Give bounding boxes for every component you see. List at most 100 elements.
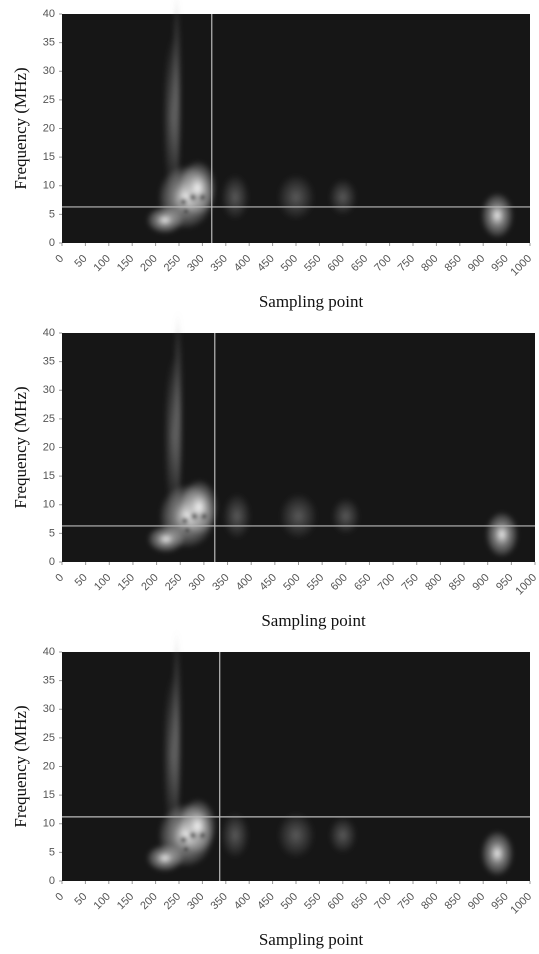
y-tick-label: 30 xyxy=(43,384,55,396)
intensity-region xyxy=(179,160,217,216)
dark-spot xyxy=(199,832,206,839)
intensity-region xyxy=(162,36,182,198)
x-tick-label: 500 xyxy=(279,891,300,912)
x-tick-label: 50 xyxy=(72,253,89,270)
y-tick-label: 40 xyxy=(43,646,55,658)
x-tick-label: 900 xyxy=(466,253,487,274)
y-tick-label: 40 xyxy=(43,327,55,339)
x-tick-label: 50 xyxy=(72,891,89,908)
intensity-region xyxy=(221,174,250,221)
y-tick-label: 10 xyxy=(43,499,55,511)
dark-spot xyxy=(190,832,197,839)
x-tick-label: 450 xyxy=(255,253,276,274)
x-tick-label: 450 xyxy=(258,572,279,593)
x-tick-label: 150 xyxy=(115,891,136,912)
intensity-region xyxy=(277,174,315,221)
intensity-region xyxy=(480,830,514,877)
x-tick-label: 400 xyxy=(232,891,253,912)
x-tick-label: 700 xyxy=(376,572,397,593)
x-tick-label: 200 xyxy=(138,891,159,912)
x-tick-label: 250 xyxy=(162,891,183,912)
dark-spot xyxy=(183,207,190,214)
y-tick-label: 15 xyxy=(43,470,55,482)
y-axis-label: Frequency (MHz) xyxy=(11,386,30,508)
y-tick-label: 5 xyxy=(49,527,55,539)
x-tick-label: 500 xyxy=(279,253,300,274)
x-tick-label: 550 xyxy=(302,891,323,912)
x-tick-label: 100 xyxy=(92,572,113,593)
x-tick-label: 250 xyxy=(162,253,183,274)
y-tick-label: 10 xyxy=(43,818,55,830)
x-tick-label: 300 xyxy=(185,891,206,912)
y-tick-label: 0 xyxy=(49,875,55,887)
x-tick-label: 600 xyxy=(326,891,347,912)
dark-spot xyxy=(199,194,206,201)
intensity-region xyxy=(163,355,183,517)
x-tick-label: 0 xyxy=(53,572,66,585)
intensity-region xyxy=(221,812,250,859)
dark-spot xyxy=(191,513,198,520)
y-tick-label: 5 xyxy=(49,208,55,220)
y-tick-label: 20 xyxy=(43,441,55,453)
x-axis-label: Sampling point xyxy=(259,930,364,949)
y-tick-label: 5 xyxy=(49,846,55,858)
x-tick-label: 100 xyxy=(92,891,113,912)
x-tick-label: 400 xyxy=(234,572,255,593)
x-tick-label: 800 xyxy=(419,891,440,912)
dark-spot xyxy=(183,845,190,852)
intensity-region xyxy=(146,206,184,234)
x-tick-label: 550 xyxy=(305,572,326,593)
y-tick-label: 25 xyxy=(43,94,55,106)
x-tick-label: 800 xyxy=(419,253,440,274)
x-axis-label: Sampling point xyxy=(259,292,364,311)
x-tick-label: 850 xyxy=(447,572,468,593)
y-axis-label: Frequency (MHz) xyxy=(11,67,30,189)
y-tick-label: 20 xyxy=(43,760,55,772)
intensity-region xyxy=(146,844,184,872)
x-tick-label: 100 xyxy=(92,253,113,274)
intensity-region xyxy=(328,816,357,854)
y-tick-label: 15 xyxy=(43,151,55,163)
intensity-region xyxy=(147,525,185,553)
x-tick-label: 300 xyxy=(187,572,208,593)
x-tick-label: 200 xyxy=(138,253,159,274)
y-tick-label: 30 xyxy=(43,65,55,77)
x-tick-label: 1000 xyxy=(513,572,539,598)
intensity-region xyxy=(485,511,519,558)
y-tick-label: 40 xyxy=(43,8,55,20)
heatmap-texture xyxy=(146,0,514,239)
y-axis-label: Frequency (MHz) xyxy=(11,705,30,827)
x-tick-label: 650 xyxy=(349,253,370,274)
x-tick-label: 700 xyxy=(372,891,393,912)
intensity-region xyxy=(162,674,182,836)
intensity-region xyxy=(277,812,315,859)
x-tick-label: 900 xyxy=(470,572,491,593)
x-tick-label: 950 xyxy=(489,253,510,274)
intensity-region xyxy=(180,479,219,535)
x-tick-label: 450 xyxy=(255,891,276,912)
intensity-region xyxy=(328,178,357,216)
y-tick-label: 0 xyxy=(49,556,55,568)
x-tick-label: 600 xyxy=(329,572,350,593)
y-tick-label: 35 xyxy=(43,675,55,687)
x-tick-label: 50 xyxy=(73,572,90,589)
x-tick-label: 400 xyxy=(232,253,253,274)
intensity-region xyxy=(179,798,217,854)
intensity-region xyxy=(480,192,514,239)
x-tick-label: 1000 xyxy=(508,891,534,917)
x-tick-label: 850 xyxy=(443,253,464,274)
heatmap-texture xyxy=(147,310,519,558)
x-tick-label: 200 xyxy=(139,572,160,593)
y-tick-label: 25 xyxy=(43,413,55,425)
x-tick-label: 750 xyxy=(396,891,417,912)
dark-spot xyxy=(184,526,191,533)
dark-spot xyxy=(190,194,197,201)
dark-spot xyxy=(180,198,187,205)
intensity-region xyxy=(222,493,252,540)
x-tick-label: 600 xyxy=(326,253,347,274)
x-tick-label: 800 xyxy=(423,572,444,593)
x-tick-label: 300 xyxy=(185,253,206,274)
y-tick-label: 30 xyxy=(43,703,55,715)
y-tick-label: 35 xyxy=(43,356,55,368)
